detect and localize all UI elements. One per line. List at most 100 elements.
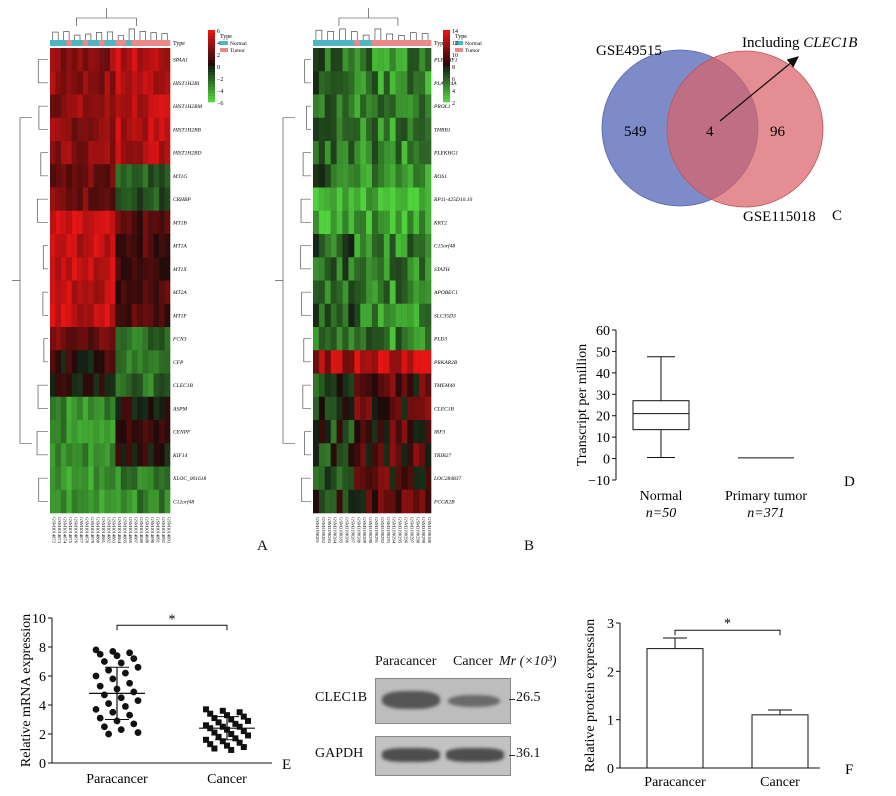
heatmap-cell (88, 94, 94, 119)
heatmap-cell (137, 396, 144, 421)
color-scale-tick: 10 (452, 53, 458, 59)
data-point (92, 705, 100, 713)
heatmap-cell (342, 303, 349, 328)
heatmap-cell (131, 117, 138, 142)
heatmap-cell (354, 48, 361, 72)
data-point (219, 738, 226, 745)
heatmap-cell (66, 141, 73, 165)
type-bar-cell (148, 40, 154, 46)
heatmap-cell (77, 210, 84, 235)
heatmap-cell (99, 187, 105, 212)
heatmap-cell (77, 280, 84, 305)
heatmap-cell (104, 257, 111, 281)
heatmap-cell (50, 164, 56, 188)
heatmap-cell (336, 187, 343, 212)
heatmap-cell (425, 117, 432, 142)
heatmap-cell (330, 443, 337, 467)
heatmap-cell (159, 303, 165, 328)
heatmap-cell (66, 489, 73, 514)
heatmap-cell (389, 164, 396, 188)
color-scale-step (208, 90, 215, 94)
heatmap-cell (407, 489, 414, 514)
heatmap-cell (342, 94, 349, 119)
color-scale-step (208, 60, 215, 64)
color-scale-step (443, 72, 450, 76)
color-scale-step (208, 48, 215, 52)
dendro-branch (339, 28, 346, 40)
data-point (203, 706, 209, 713)
heatmap-cell (360, 280, 367, 305)
data-point (126, 711, 133, 719)
heatmap-cell (425, 187, 432, 212)
western-blot: Paracancer Cancer Mr (×10³) CLEC1B 26.5 … (315, 650, 585, 785)
type-bar-cell (413, 40, 420, 46)
band-clec1b-cancer (448, 695, 500, 707)
heatmap-cell (115, 257, 122, 281)
heatmap-cell (120, 280, 127, 305)
heatmap-cell (93, 164, 100, 188)
heatmap-cell (401, 396, 408, 421)
heatmap-cell (324, 396, 331, 421)
heatmap-cell (324, 303, 331, 328)
color-scale-step (443, 99, 450, 103)
data-point (215, 719, 222, 726)
heatmap-cell (413, 117, 420, 142)
data-point (228, 746, 235, 753)
heatmap-cell (50, 187, 56, 212)
heatmap-cell (148, 187, 154, 212)
heatmap-cell (50, 466, 56, 491)
heatmap-cell (419, 373, 426, 398)
heatmap-cell (55, 280, 62, 305)
heatmap-cell (366, 443, 373, 467)
heatmap-cell (354, 303, 361, 328)
heatmap-cell (407, 350, 414, 374)
heatmap-cell (354, 141, 361, 165)
gene-label: HIST1H2BM (172, 104, 202, 110)
heatmap-cell (342, 164, 349, 188)
heatmap-cell (313, 489, 320, 514)
heatmap-cell (110, 373, 116, 398)
heatmap-cell (88, 141, 94, 165)
heatmap-cell (55, 350, 62, 374)
heatmap-cell (377, 141, 385, 165)
color-scale-step (443, 81, 450, 85)
color-scale-step (208, 57, 215, 61)
heatmap-cell (336, 280, 343, 305)
sample-label: GSM3190284 (333, 517, 338, 544)
heatmap-cell (372, 141, 379, 165)
heatmap-cell (159, 373, 165, 398)
dendro-branch (301, 477, 311, 502)
significance-star: * (724, 616, 731, 631)
heatmap-cell (159, 164, 165, 188)
heatmap-cell (71, 396, 78, 421)
color-scale-step (208, 69, 215, 73)
heatmap-cell (389, 48, 396, 72)
heatmap-cell (131, 71, 138, 95)
heatmap-cell (55, 327, 62, 351)
dendro-branch (128, 28, 135, 40)
heatmap-cell (419, 280, 426, 305)
dendro-branch (74, 34, 81, 40)
data-point (101, 723, 108, 731)
gene-label: PLEKHG1 (433, 151, 458, 157)
heatmap-cell (99, 350, 105, 374)
venn-arrow (719, 56, 800, 122)
color-scale-tick: 8 (452, 65, 455, 71)
heatmap-cell (313, 327, 320, 351)
heatmap-cell (93, 350, 100, 374)
heatmap-cell (407, 327, 414, 351)
heatmap-cell (137, 234, 144, 258)
type-bar-cell (383, 40, 390, 46)
heatmap-cell (99, 48, 105, 72)
heatmap-cell (407, 280, 414, 305)
heatmap-cell (401, 303, 408, 328)
color-scale-step (208, 30, 215, 34)
heatmap-cell (66, 257, 73, 281)
color-scale-step (443, 60, 450, 64)
box (632, 400, 690, 431)
heatmap-cell (93, 257, 100, 281)
sample-label: GSM1014892 (161, 517, 166, 544)
heatmap-cell (50, 141, 56, 165)
color-scale-step (208, 81, 215, 85)
data-point (134, 663, 142, 671)
